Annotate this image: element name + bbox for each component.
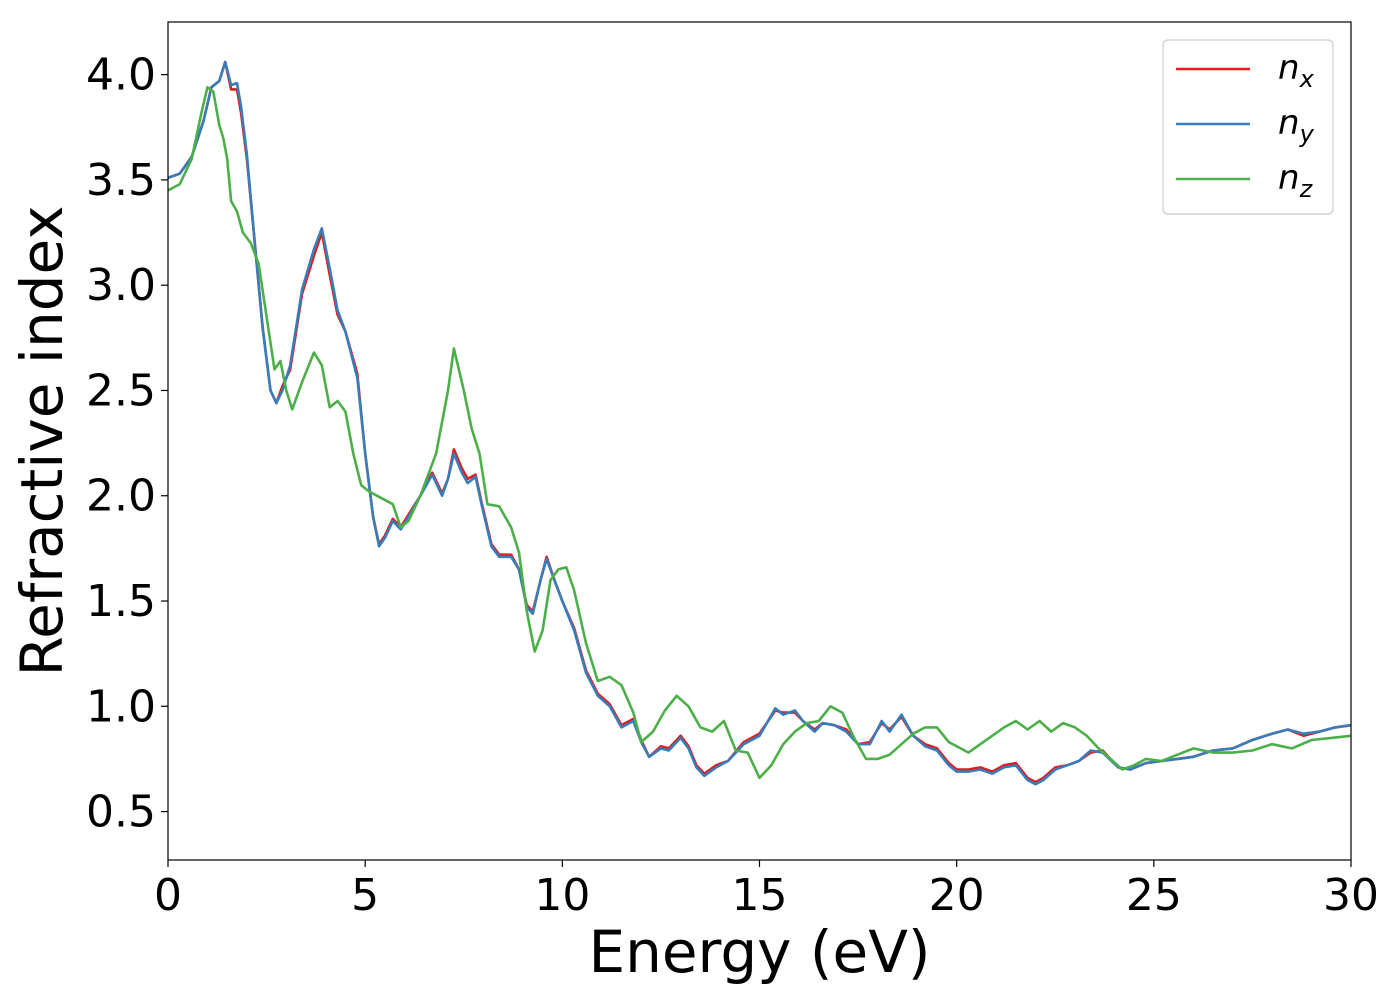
y-tick-label: 3.5 (86, 155, 156, 206)
legend-box (1162, 39, 1334, 215)
y-tick-label: 2.0 (86, 471, 156, 522)
series-line-n-y (168, 60, 1351, 786)
y-tick-label: 1.5 (86, 576, 156, 627)
legend-label-subscript: z (1299, 175, 1314, 203)
legend-label-subscript: y (1299, 120, 1315, 148)
x-tick-label: 30 (1323, 870, 1379, 921)
y-axis-title: Refractive index (8, 205, 76, 676)
x-tick-label: 20 (929, 870, 985, 921)
x-tick-label: 10 (534, 870, 590, 921)
series-layer (168, 60, 1351, 786)
x-axis-title: Energy (eV) (588, 918, 930, 986)
y-axis: 0.5 1.0 1.5 2.0 2.5 3.0 3.5 4.0 (86, 50, 168, 838)
x-tick-label: 0 (154, 870, 182, 921)
y-tick-label: 4.0 (86, 50, 156, 101)
y-tick-label: 3.0 (86, 260, 156, 311)
y-tick-label: 1.0 (86, 681, 156, 732)
x-tick-label: 5 (351, 870, 379, 921)
series-line-n-z (168, 86, 1351, 780)
legend-label-n-y: ny (1278, 103, 1315, 148)
x-tick-label: 25 (1126, 870, 1182, 921)
x-axis: 0 5 10 15 20 25 30 (154, 860, 1379, 921)
legend-label-base: n (1278, 103, 1300, 143)
legend-label-subscript: x (1299, 65, 1315, 93)
legend-label-base: n (1278, 158, 1300, 198)
legend-label-n-z: nz (1278, 158, 1314, 203)
legend-label-n-x: nx (1278, 48, 1315, 93)
legend-label-base: n (1278, 48, 1300, 88)
y-tick-label: 2.5 (86, 365, 156, 416)
x-tick-label: 15 (732, 870, 788, 921)
y-tick-label: 0.5 (86, 787, 156, 838)
